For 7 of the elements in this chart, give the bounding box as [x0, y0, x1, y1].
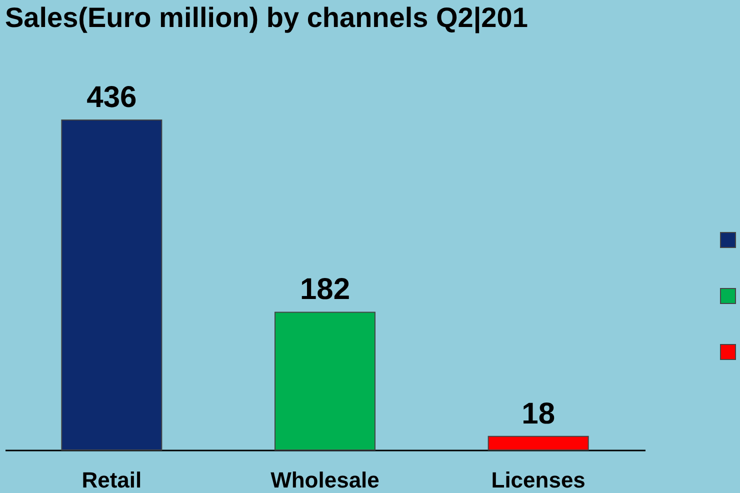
data-label: 182: [300, 273, 350, 306]
x-tick-label: Licenses: [491, 468, 586, 492]
x-tick-label: Retail: [82, 468, 142, 492]
data-label: 436: [86, 81, 137, 114]
chart-title: Sales(Euro million) by channels Q2|201: [5, 2, 528, 34]
data-label: 18: [522, 397, 556, 430]
x-tick-label: Wholesale: [270, 468, 380, 492]
